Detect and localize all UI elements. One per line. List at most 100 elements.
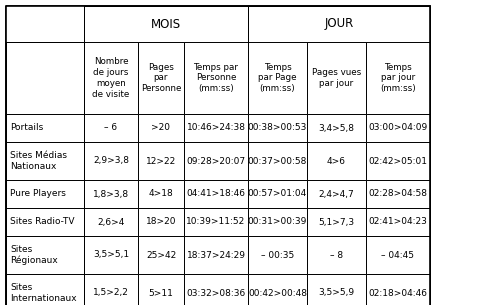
Bar xyxy=(6,6,84,42)
Bar xyxy=(365,114,429,142)
Text: – 04:45: – 04:45 xyxy=(381,250,414,260)
Bar xyxy=(365,274,429,305)
Bar xyxy=(365,208,429,236)
Text: 02:42>05:01: 02:42>05:01 xyxy=(368,156,427,166)
Text: 3,5>5,9: 3,5>5,9 xyxy=(318,289,354,297)
Text: 03:32>08:36: 03:32>08:36 xyxy=(186,289,245,297)
Text: Temps
par jour
(mm:ss): Temps par jour (mm:ss) xyxy=(379,63,415,93)
Text: JOUR: JOUR xyxy=(324,17,353,30)
Text: Pages
par
Personne: Pages par Personne xyxy=(141,63,181,93)
Text: 10:39>11:52: 10:39>11:52 xyxy=(186,217,245,227)
Text: 02:28>04:58: 02:28>04:58 xyxy=(368,189,427,199)
Bar xyxy=(84,114,138,142)
Text: Portails: Portails xyxy=(10,124,43,132)
Text: 00:31>00:39: 00:31>00:39 xyxy=(247,217,307,227)
Text: 2,9>3,8: 2,9>3,8 xyxy=(93,156,129,166)
Text: 25>42: 25>42 xyxy=(146,250,176,260)
Text: 02:41>04:23: 02:41>04:23 xyxy=(368,217,426,227)
Bar xyxy=(247,236,307,274)
Text: 2,4>4,7: 2,4>4,7 xyxy=(318,189,354,199)
Bar xyxy=(6,6,429,305)
Bar xyxy=(365,42,429,114)
Text: 04:41>18:46: 04:41>18:46 xyxy=(186,189,245,199)
Bar xyxy=(184,142,247,180)
Text: 00:37>00:58: 00:37>00:58 xyxy=(247,156,307,166)
Text: – 6: – 6 xyxy=(104,124,117,132)
Text: 03:00>04:09: 03:00>04:09 xyxy=(368,124,427,132)
Text: Temps par
Personne
(mm:ss): Temps par Personne (mm:ss) xyxy=(193,63,238,93)
Bar xyxy=(6,114,84,142)
Text: Sites Radio-TV: Sites Radio-TV xyxy=(10,217,74,227)
Text: 4>6: 4>6 xyxy=(326,156,345,166)
Text: 5,1>7,3: 5,1>7,3 xyxy=(318,217,354,227)
Bar xyxy=(307,208,365,236)
Bar xyxy=(247,114,307,142)
Text: 1,5>2,2: 1,5>2,2 xyxy=(93,289,129,297)
Bar xyxy=(184,274,247,305)
Text: 02:18>04:46: 02:18>04:46 xyxy=(368,289,427,297)
Text: MOIS: MOIS xyxy=(151,17,181,30)
Bar xyxy=(247,274,307,305)
Text: 18>20: 18>20 xyxy=(145,217,176,227)
Text: – 00:35: – 00:35 xyxy=(261,250,294,260)
Bar xyxy=(307,274,365,305)
Bar xyxy=(307,114,365,142)
Bar xyxy=(84,42,138,114)
Bar xyxy=(247,42,307,114)
Text: 1,8>3,8: 1,8>3,8 xyxy=(93,189,129,199)
Text: Sites Médias
Nationaux: Sites Médias Nationaux xyxy=(10,151,67,171)
Text: 00:42>00:48: 00:42>00:48 xyxy=(247,289,307,297)
Text: 3,5>5,1: 3,5>5,1 xyxy=(93,250,129,260)
Bar xyxy=(307,236,365,274)
Text: 18:37>24:29: 18:37>24:29 xyxy=(186,250,245,260)
Bar xyxy=(84,274,138,305)
Text: Sites
Internationaux: Sites Internationaux xyxy=(10,283,77,303)
Bar xyxy=(365,180,429,208)
Bar xyxy=(138,208,184,236)
Bar xyxy=(365,142,429,180)
Text: 00:38>00:53: 00:38>00:53 xyxy=(247,124,307,132)
Bar xyxy=(184,180,247,208)
Text: 09:28>20:07: 09:28>20:07 xyxy=(186,156,245,166)
Bar xyxy=(184,114,247,142)
Bar xyxy=(84,6,247,42)
Text: Nombre
de jours
moyen
de visite: Nombre de jours moyen de visite xyxy=(92,57,129,99)
Text: 00:57>01:04: 00:57>01:04 xyxy=(247,189,307,199)
Bar xyxy=(247,6,429,42)
Bar xyxy=(6,208,84,236)
Bar xyxy=(6,142,84,180)
Bar xyxy=(138,274,184,305)
Text: 2,6>4: 2,6>4 xyxy=(97,217,124,227)
Text: – 8: – 8 xyxy=(329,250,342,260)
Bar xyxy=(247,180,307,208)
Text: 10:46>24:38: 10:46>24:38 xyxy=(186,124,245,132)
Bar xyxy=(6,6,429,305)
Bar xyxy=(84,236,138,274)
Bar xyxy=(138,42,184,114)
Bar xyxy=(138,180,184,208)
Bar xyxy=(6,42,84,114)
Text: 4>18: 4>18 xyxy=(148,189,173,199)
Bar xyxy=(6,274,84,305)
Bar xyxy=(184,208,247,236)
Bar xyxy=(247,142,307,180)
Bar xyxy=(138,236,184,274)
Text: 3,4>5,8: 3,4>5,8 xyxy=(318,124,354,132)
Bar xyxy=(184,236,247,274)
Text: 12>22: 12>22 xyxy=(146,156,176,166)
Text: Pure Players: Pure Players xyxy=(10,189,66,199)
Bar xyxy=(307,180,365,208)
Text: >20: >20 xyxy=(151,124,170,132)
Bar xyxy=(365,236,429,274)
Text: Pages vues
par jour: Pages vues par jour xyxy=(311,68,360,88)
Bar xyxy=(184,42,247,114)
Bar xyxy=(6,180,84,208)
Bar xyxy=(138,114,184,142)
Text: 5>11: 5>11 xyxy=(148,289,173,297)
Bar xyxy=(307,142,365,180)
Text: Sites
Régionaux: Sites Régionaux xyxy=(10,245,58,265)
Bar xyxy=(307,42,365,114)
Bar xyxy=(6,236,84,274)
Bar xyxy=(84,208,138,236)
Bar xyxy=(247,208,307,236)
